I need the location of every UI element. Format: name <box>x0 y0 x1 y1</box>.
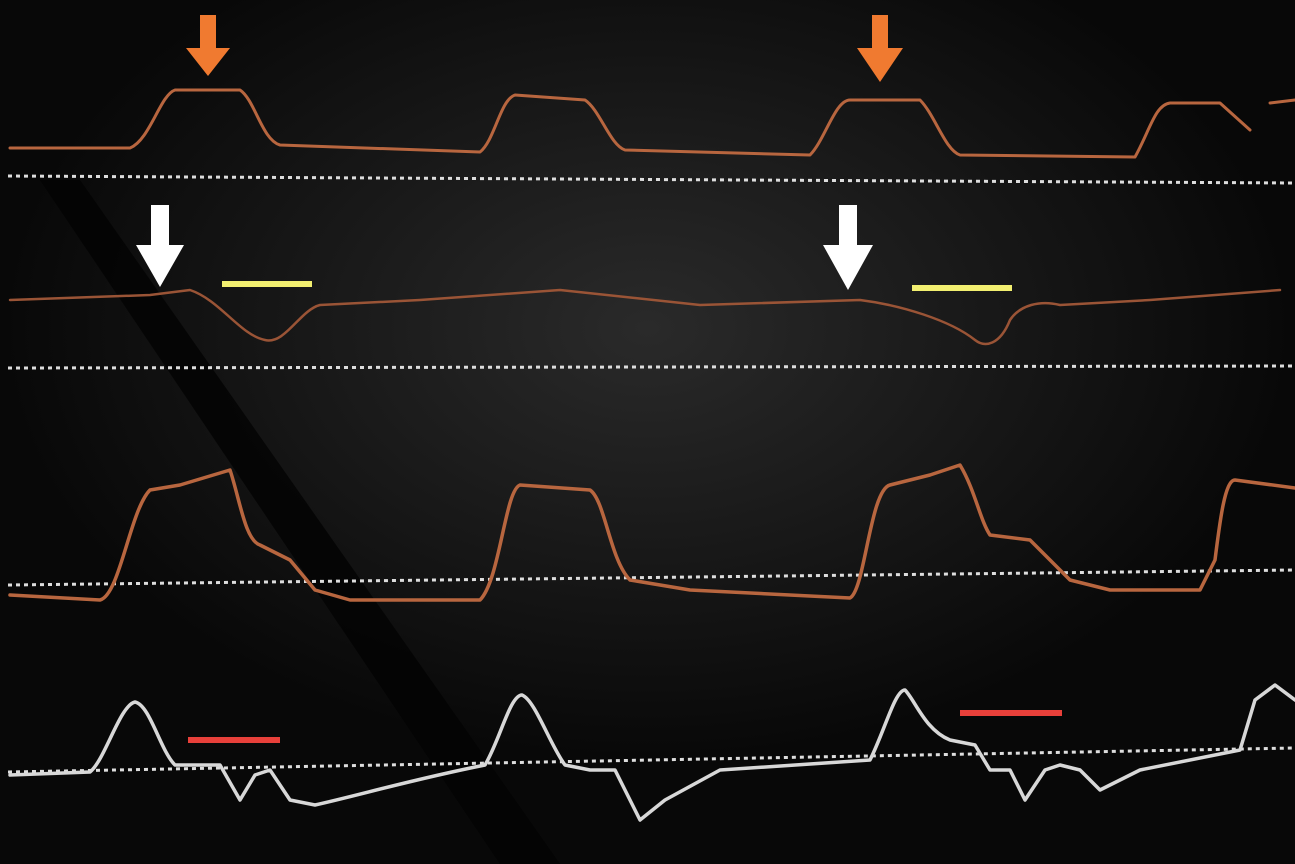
waveform-photo <box>0 0 1295 864</box>
background <box>0 0 1295 864</box>
page <box>0 0 1295 864</box>
